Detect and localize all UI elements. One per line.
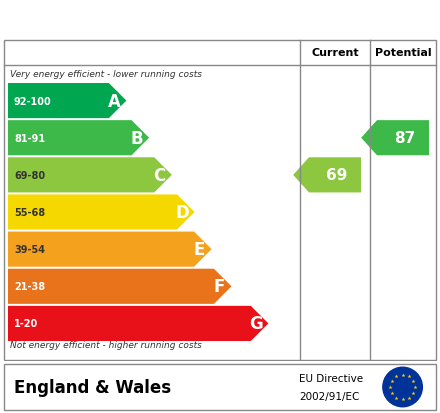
Polygon shape (8, 269, 231, 304)
Polygon shape (8, 306, 268, 341)
Polygon shape (293, 158, 361, 193)
Text: 81-91: 81-91 (14, 133, 45, 143)
Text: Energy Efficiency Rating: Energy Efficiency Rating (10, 10, 298, 30)
Polygon shape (8, 195, 194, 230)
Text: 2002/91/EC: 2002/91/EC (299, 392, 359, 401)
Polygon shape (8, 84, 126, 119)
Text: 55-68: 55-68 (14, 207, 45, 218)
Text: 69: 69 (326, 168, 347, 183)
Circle shape (383, 367, 422, 407)
Text: E: E (194, 240, 205, 259)
Polygon shape (361, 121, 429, 156)
Text: 21-38: 21-38 (14, 282, 45, 292)
Text: D: D (176, 204, 189, 221)
Text: 69-80: 69-80 (14, 171, 45, 180)
Polygon shape (8, 232, 212, 267)
Text: Not energy efficient - higher running costs: Not energy efficient - higher running co… (10, 340, 202, 349)
Text: B: B (131, 129, 143, 147)
Bar (4, 364, 436, 410)
Text: England & Wales: England & Wales (14, 378, 171, 396)
Text: Current: Current (311, 48, 359, 58)
Text: Potential: Potential (375, 48, 431, 58)
Polygon shape (8, 158, 172, 193)
Text: 39-54: 39-54 (14, 244, 45, 254)
Text: 92-100: 92-100 (14, 96, 52, 106)
Text: 87: 87 (394, 131, 415, 146)
Text: G: G (249, 315, 263, 332)
Text: F: F (213, 278, 225, 296)
Text: Very energy efficient - lower running costs: Very energy efficient - lower running co… (10, 70, 202, 79)
Text: C: C (154, 166, 165, 185)
Text: 1-20: 1-20 (14, 319, 38, 329)
Polygon shape (8, 121, 149, 156)
Text: EU Directive: EU Directive (299, 373, 363, 383)
Text: A: A (108, 93, 121, 110)
